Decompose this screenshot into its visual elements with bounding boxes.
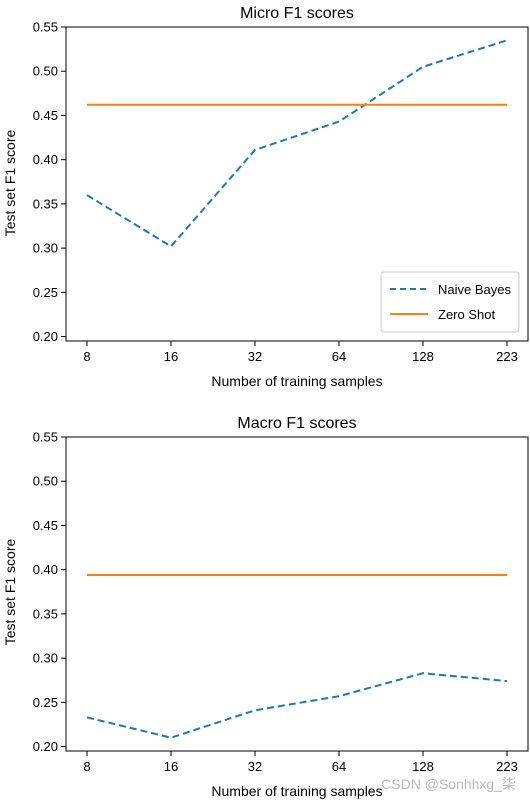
y-tick-label: 0.40 bbox=[33, 152, 58, 167]
chart-title: Micro F1 scores bbox=[240, 5, 354, 22]
y-tick-label: 0.35 bbox=[33, 606, 58, 621]
naive-bayes-line bbox=[86, 672, 508, 739]
y-tick-label: 0.50 bbox=[33, 474, 58, 489]
plot-frame bbox=[65, 436, 529, 752]
y-tick-label: 0.25 bbox=[33, 695, 58, 710]
y-tick-label: 0.25 bbox=[33, 285, 58, 300]
series-group bbox=[86, 574, 508, 739]
micro-f1-chart: Micro F1 scores Number of training sampl… bbox=[2, 5, 529, 389]
legend-label-naive-bayes: Naive Bayes bbox=[438, 282, 511, 297]
x-tick-label: 128 bbox=[412, 349, 434, 364]
y-tick-label: 0.35 bbox=[33, 196, 58, 211]
plot-frame bbox=[65, 26, 529, 342]
x-tick-label: 223 bbox=[496, 349, 518, 364]
legend-label-zero-shot: Zero Shot bbox=[438, 307, 495, 322]
y-tick-label: 0.30 bbox=[33, 651, 58, 666]
x-tick-label: 32 bbox=[248, 349, 262, 364]
chart-title: Macro F1 scores bbox=[237, 415, 356, 432]
x-tick-label: 64 bbox=[332, 349, 346, 364]
y-ticks: 0.20 0.25 0.30 0.35 0.40 0.45 0.50 0.55 bbox=[33, 430, 66, 754]
macro-f1-chart: Macro F1 scores Number of training sampl… bbox=[2, 415, 529, 799]
x-tick-label: 16 bbox=[164, 349, 178, 364]
y-tick-label: 0.20 bbox=[33, 329, 58, 344]
x-tick-label: 64 bbox=[332, 759, 346, 774]
watermark: CSDN @Sonhhxg_柒 bbox=[381, 776, 516, 792]
x-axis-label: Number of training samples bbox=[211, 373, 382, 389]
naive-bayes-line bbox=[86, 39, 508, 248]
y-axis-label: Test set F1 score bbox=[2, 129, 18, 236]
legend: Naive Bayes Zero Shot bbox=[380, 271, 520, 333]
y-tick-label: 0.20 bbox=[33, 739, 58, 754]
x-tick-label: 223 bbox=[496, 759, 518, 774]
y-tick-label: 0.50 bbox=[33, 64, 58, 79]
y-tick-label: 0.45 bbox=[33, 108, 58, 123]
x-tick-label: 128 bbox=[412, 759, 434, 774]
x-tick-label: 32 bbox=[248, 759, 262, 774]
x-tick-label: 16 bbox=[164, 759, 178, 774]
x-axis-label: Number of training samples bbox=[211, 783, 382, 799]
legend-box bbox=[380, 271, 520, 333]
y-tick-label: 0.55 bbox=[33, 430, 58, 445]
series-group bbox=[86, 39, 508, 248]
y-tick-label: 0.45 bbox=[33, 518, 58, 533]
y-ticks: 0.20 0.25 0.30 0.35 0.40 0.45 0.50 0.55 bbox=[33, 20, 66, 344]
x-tick-label: 8 bbox=[83, 349, 90, 364]
y-tick-label: 0.40 bbox=[33, 562, 58, 577]
y-tick-label: 0.55 bbox=[33, 20, 58, 35]
x-tick-label: 8 bbox=[83, 759, 90, 774]
x-ticks: 8 16 32 64 128 223 bbox=[83, 751, 518, 774]
y-axis-label: Test set F1 score bbox=[2, 538, 18, 645]
y-tick-label: 0.30 bbox=[33, 241, 58, 256]
x-ticks: 8 16 32 64 128 223 bbox=[83, 341, 518, 364]
